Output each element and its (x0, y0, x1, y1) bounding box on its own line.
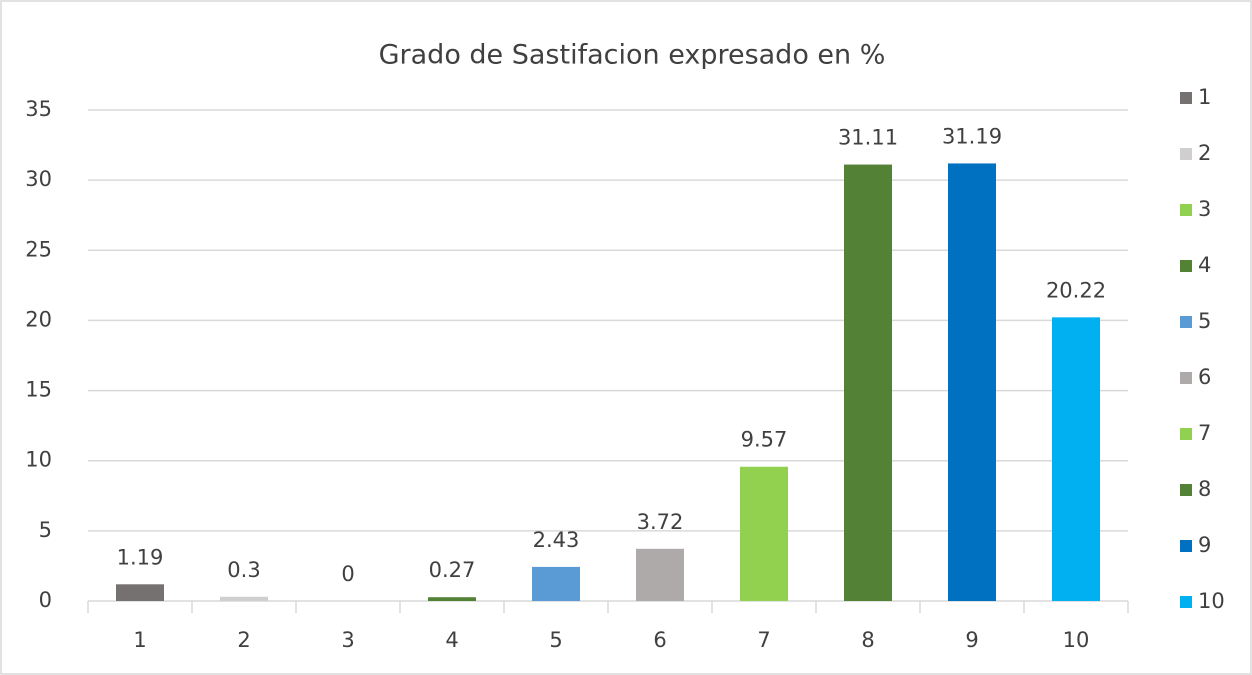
x-tick-label: 4 (445, 628, 458, 652)
legend-swatch (1180, 148, 1192, 160)
y-tick-label: 35 (25, 97, 52, 121)
x-tick-label: 6 (653, 628, 666, 652)
y-tick-label: 30 (25, 167, 52, 191)
legend-label: 10 (1198, 589, 1225, 613)
y-tick-label: 20 (25, 307, 52, 331)
legend-label: 2 (1198, 141, 1211, 165)
legend-swatch (1180, 540, 1192, 552)
bar (116, 584, 164, 601)
bar (844, 164, 892, 601)
legend-label: 4 (1198, 253, 1211, 277)
x-tick-label: 5 (549, 628, 562, 652)
bar (948, 163, 996, 601)
y-tick-label: 10 (25, 448, 52, 472)
data-label: 0.27 (429, 558, 476, 582)
data-label: 9.57 (741, 428, 788, 452)
bar (740, 466, 788, 601)
data-label: 31.19 (942, 124, 1002, 148)
y-tick-label: 0 (39, 588, 52, 612)
legend-swatch (1180, 428, 1192, 440)
legend-swatch (1180, 260, 1192, 272)
data-label: 31.11 (838, 126, 898, 150)
legend-label: 3 (1198, 197, 1211, 221)
data-label: 0.3 (227, 558, 260, 582)
bar (1052, 317, 1100, 601)
x-tick-label: 3 (341, 628, 354, 652)
bar (220, 596, 268, 601)
legend-label: 5 (1198, 309, 1211, 333)
data-label: 0 (341, 562, 354, 586)
x-tick-label: 10 (1063, 628, 1090, 652)
legend-swatch (1180, 204, 1192, 216)
x-tick-label: 9 (965, 628, 978, 652)
bar (532, 566, 580, 601)
legend-swatch (1180, 92, 1192, 104)
legend-swatch (1180, 372, 1192, 384)
legend-label: 7 (1198, 421, 1211, 445)
legend-swatch (1180, 316, 1192, 328)
data-label: 1.19 (117, 545, 164, 569)
legend-swatch (1180, 484, 1192, 496)
legend-label: 1 (1198, 85, 1211, 109)
y-tick-label: 25 (25, 237, 52, 261)
legend-label: 6 (1198, 365, 1211, 389)
legend-label: 9 (1198, 533, 1211, 557)
x-tick-label: 7 (757, 628, 770, 652)
legend-swatch (1180, 596, 1192, 608)
x-tick-label: 1 (133, 628, 146, 652)
x-tick-label: 2 (237, 628, 250, 652)
legend-label: 8 (1198, 477, 1211, 501)
data-label: 20.22 (1046, 278, 1106, 302)
chart-title: Grado de Sastifacion expresado en % (379, 40, 886, 71)
data-label: 2.43 (533, 528, 580, 552)
y-tick-label: 15 (25, 378, 52, 402)
bar (636, 548, 684, 601)
x-tick-label: 8 (861, 628, 874, 652)
data-label: 3.72 (637, 510, 684, 534)
bar (428, 597, 476, 601)
y-tick-label: 5 (39, 518, 52, 542)
